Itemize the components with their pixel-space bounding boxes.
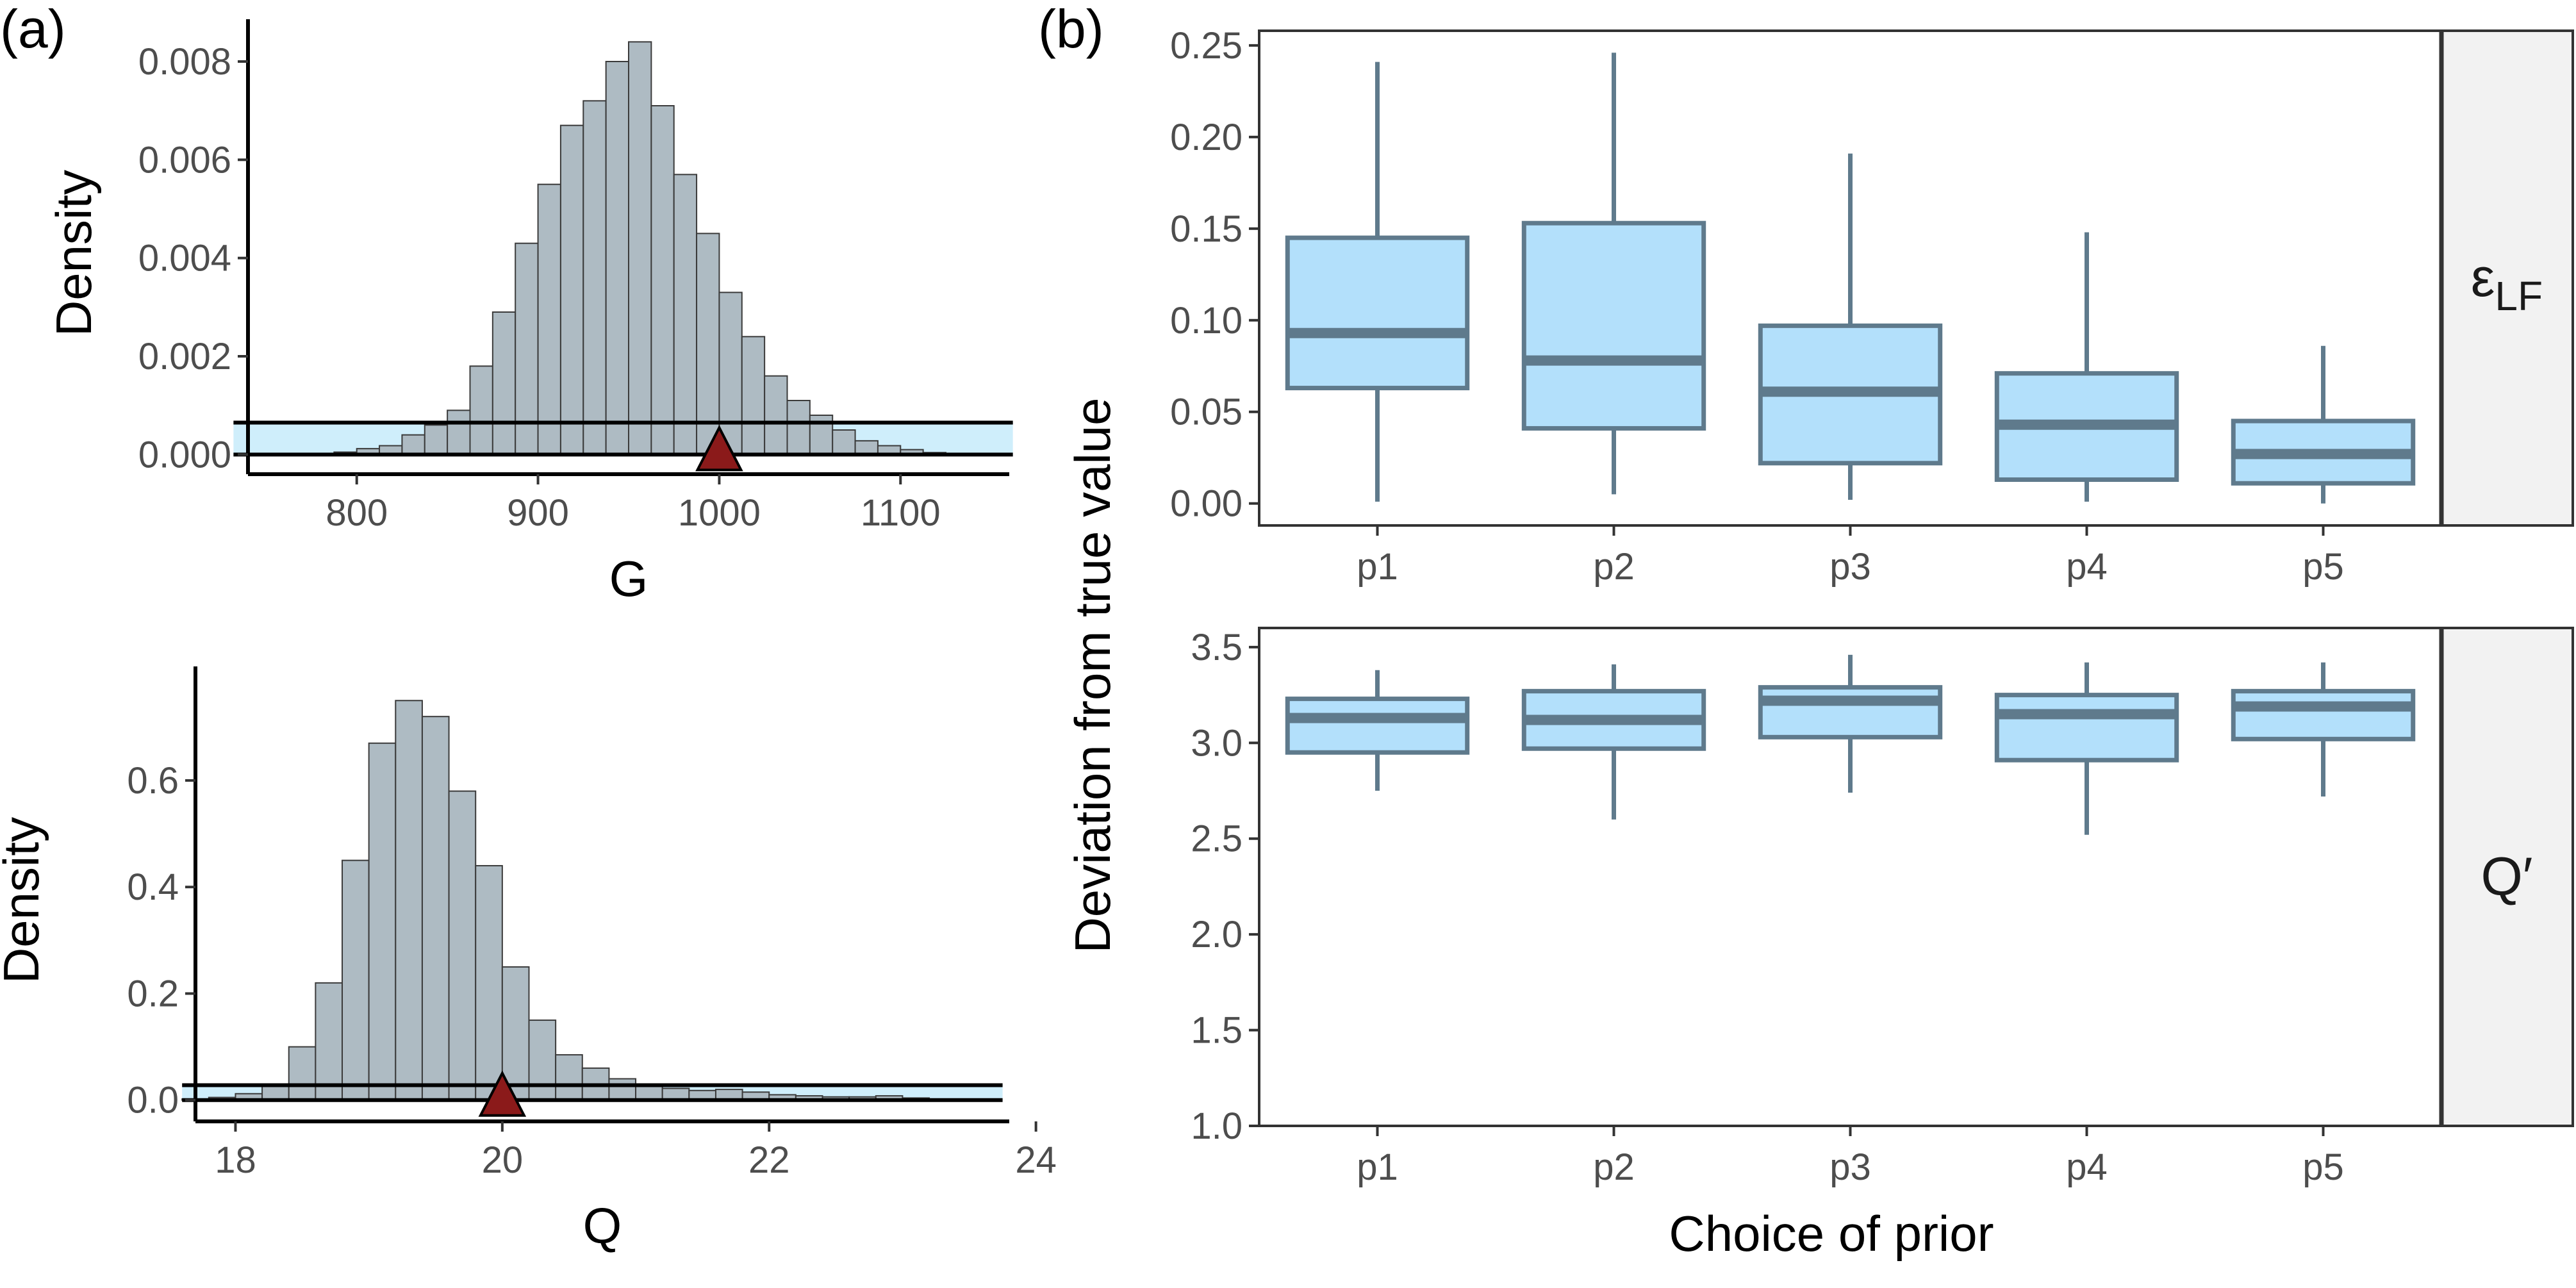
y-axis-title: Density: [45, 170, 102, 336]
histogram-bar: [786, 400, 811, 456]
y-tick-label: 0.10: [1170, 300, 1243, 342]
histogram-bar: [832, 429, 856, 456]
histogram-bar: [448, 790, 477, 1101]
x-tick-label: 24: [1015, 1139, 1057, 1181]
facet-y-axis-title: Deviation from true value: [1064, 397, 1121, 953]
histogram-bar: [718, 292, 743, 456]
x-tick-label: 20: [482, 1139, 524, 1181]
y-tick-label: 0.20: [1170, 117, 1243, 158]
y-tick-label: 0.004: [138, 238, 231, 279]
y-tick-label: 3.5: [1191, 627, 1243, 668]
x-tick-label: 800: [326, 492, 388, 534]
box: [1285, 697, 1470, 755]
histogram-q: 0.0 0.2 0.4 0.6 18 20 22 24 Density Q: [0, 666, 1057, 1254]
x-axis-title: Q: [583, 1198, 622, 1254]
facet-strip-label-sub: LF: [2495, 273, 2543, 319]
y-tick-label: 1.0: [1191, 1105, 1243, 1147]
histogram-bar: [605, 61, 630, 456]
true-value-marker: [478, 1070, 527, 1117]
y-tick-label: 2.0: [1191, 914, 1243, 955]
histogram-bar: [555, 1054, 583, 1101]
facet-strip: [2440, 29, 2574, 527]
histogram-bar: [696, 233, 720, 456]
x-tick-label: p3: [1829, 1146, 1871, 1188]
y-tick-label: 0.05: [1170, 392, 1243, 433]
histogram-bar: [401, 434, 425, 456]
y-tick-label: 2.5: [1191, 818, 1243, 860]
panel-label-a: (a): [0, 0, 66, 59]
x-tick-label: 1100: [861, 492, 941, 534]
y-tick-label: 1.5: [1191, 1010, 1243, 1052]
histogram-bar: [628, 41, 652, 456]
facet-strip-label: εLF: [2471, 247, 2543, 319]
y-tick-label: 0.4: [127, 866, 179, 908]
box: [1521, 220, 1706, 431]
x-tick-label: p1: [1357, 1146, 1398, 1188]
y-tick-label: 0.25: [1170, 25, 1243, 67]
boxplot-epsilon-lf: εLF 0.00 0.05 0.10 0.15 0.20 0.25 p1 p2 p3 p4 p5: [1170, 25, 2574, 588]
x-tick-label: p2: [1593, 1146, 1635, 1188]
histogram-bar: [673, 174, 698, 456]
true-value-marker: [695, 424, 743, 472]
histogram-bar: [528, 1020, 557, 1101]
histogram-bar: [424, 424, 449, 456]
panel-label-b: (b): [1038, 0, 1104, 59]
histogram-bar: [475, 864, 503, 1101]
histogram-bar: [288, 1046, 317, 1101]
boxplot-q-prime: Q′ 1.0 1.5 2.0 2.5 3.0 3.5 p1 p2 p3 p4 p5: [1191, 627, 2574, 1188]
y-axis-title: Density: [0, 817, 49, 984]
facet-strip-label-main: Q′: [2481, 846, 2532, 907]
x-tick-label: p4: [2066, 546, 2108, 588]
box: [1758, 685, 1943, 739]
histogram-bar: [608, 1078, 637, 1101]
histogram-bar: [395, 700, 423, 1101]
histogram-bar: [537, 183, 561, 456]
histogram-g: 0.000 0.002 0.004 0.006 0.008 800 900 1000 1100 D…: [45, 19, 1013, 607]
facet-strip-label-main: ε: [2471, 247, 2495, 308]
y-tick-label: 0.006: [138, 139, 231, 181]
facet-x-axis-title: Choice of prior: [1669, 1205, 1994, 1262]
y-tick-label: 0.002: [138, 336, 231, 377]
histogram-bar: [368, 742, 397, 1101]
histogram-bar: [764, 375, 788, 456]
x-tick-label: p3: [1829, 546, 1871, 588]
histogram-bar: [515, 242, 539, 456]
x-tick-label: 1000: [678, 492, 761, 534]
histogram-bar: [342, 859, 370, 1101]
x-tick-label: p2: [1593, 546, 1635, 588]
histogram-bar: [854, 440, 879, 456]
y-tick-label: 3.0: [1191, 722, 1243, 764]
y-tick-label: 0.008: [138, 41, 231, 83]
histogram-bar: [650, 105, 675, 456]
y-tick-label: 0.15: [1170, 208, 1243, 250]
histogram-bar: [559, 124, 584, 456]
y-tick-label: 0.0: [127, 1080, 179, 1121]
x-tick-label: 18: [215, 1139, 256, 1181]
x-tick-label: p4: [2066, 1146, 2108, 1188]
x-tick-label: 900: [507, 492, 569, 534]
histogram-bar: [491, 311, 516, 456]
histogram-bar: [421, 716, 450, 1101]
x-axis-title: G: [609, 550, 648, 607]
histogram-bar: [469, 365, 493, 456]
facet-strip: [2440, 627, 2574, 1127]
histogram-bar: [582, 100, 607, 456]
histogram-bar: [741, 336, 766, 456]
x-tick-label: p5: [2302, 546, 2344, 588]
y-tick-label: 0.2: [127, 973, 179, 1014]
histogram-bar: [447, 409, 471, 456]
y-tick-label: 0.000: [138, 434, 231, 475]
y-tick-label: 0.6: [127, 760, 179, 802]
x-tick-label: p5: [2302, 1146, 2344, 1188]
x-tick-label: p1: [1357, 546, 1398, 588]
x-tick-label: 22: [748, 1139, 790, 1181]
box: [1285, 235, 1470, 391]
histogram-bar: [315, 982, 343, 1101]
box: [1994, 693, 2179, 763]
y-tick-label: 0.00: [1170, 483, 1243, 525]
box: [2231, 689, 2416, 741]
facet-strip-label: Q′: [2481, 846, 2532, 907]
